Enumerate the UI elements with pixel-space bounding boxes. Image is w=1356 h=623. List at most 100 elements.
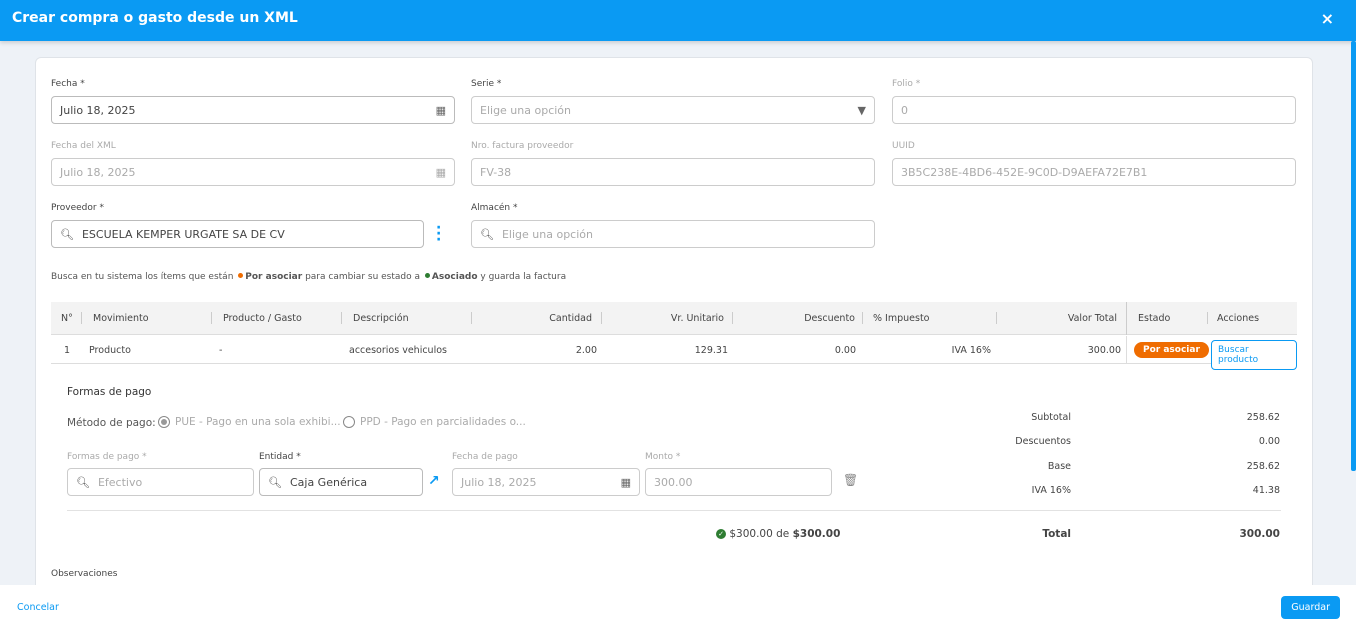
payment-status: ✓ $300.00 de $300.00 bbox=[716, 528, 840, 540]
almacen-placeholder: Elige una opción bbox=[501, 227, 593, 241]
pue-label: PUE - Pago en una sola exhibi... bbox=[175, 416, 341, 428]
total-label: Total bbox=[1042, 528, 1071, 540]
uuid-input[interactable]: 3B5C238E-4BD6-452E-9C0D-D9AEFA72E7B1 bbox=[892, 158, 1296, 186]
cell-unitario: 129.31 bbox=[694, 345, 728, 356]
search-icon: 🔍︎ bbox=[480, 227, 494, 241]
fecha-pago-input[interactable]: Julio 18, 2025 ▦ bbox=[452, 468, 640, 496]
proveedor-value: ESCUELA KEMPER URGATE SA DE CV bbox=[81, 227, 285, 241]
iva-label: IVA 16% bbox=[1031, 485, 1071, 496]
entidad-value: Caja Genérica bbox=[289, 475, 368, 489]
proveedor-label: Proveedor * bbox=[51, 203, 104, 213]
descuentos-label: Descuentos bbox=[1015, 436, 1071, 447]
iva-value: 41.38 bbox=[1252, 485, 1280, 496]
fecha-xml-label: Fecha del XML bbox=[51, 141, 116, 151]
fecha-value: Julio 18, 2025 bbox=[60, 103, 136, 117]
save-button[interactable]: Guardar bbox=[1281, 596, 1340, 619]
fecha-pago-label: Fecha de pago bbox=[452, 452, 518, 462]
total-due: $300.00 bbox=[792, 528, 841, 540]
col-movimiento: Movimiento bbox=[93, 313, 149, 324]
proveedor-input[interactable]: 🔍︎ ESCUELA KEMPER URGATE SA DE CV bbox=[51, 220, 424, 248]
folio-value: 0 bbox=[901, 103, 908, 117]
almacen-input[interactable]: 🔍︎ Elige una opción bbox=[471, 220, 875, 248]
entidad-label: Entidad * bbox=[259, 452, 301, 462]
serie-label: Serie * bbox=[471, 79, 502, 89]
status-badge: Por asociar bbox=[1134, 342, 1209, 358]
search-icon: 🔍︎ bbox=[76, 475, 90, 489]
cancel-button[interactable]: Concelar bbox=[17, 602, 59, 613]
subtotal-label: Subtotal bbox=[1031, 412, 1071, 423]
fecha-pago-value: Julio 18, 2025 bbox=[461, 475, 537, 489]
nro-factura-input[interactable]: FV-38 bbox=[471, 158, 875, 186]
monto-label: Monto * bbox=[645, 452, 681, 462]
buscar-producto-button[interactable]: Buscar producto bbox=[1211, 340, 1297, 370]
observaciones-label: Observaciones bbox=[51, 569, 118, 579]
modal-footer: Concelar Guardar bbox=[0, 585, 1356, 623]
formas-pago-input[interactable]: 🔍︎ Efectivo bbox=[67, 468, 254, 496]
uuid-value: 3B5C238E-4BD6-452E-9C0D-D9AEFA72E7B1 bbox=[901, 165, 1148, 179]
close-icon[interactable]: × bbox=[1320, 9, 1334, 28]
calendar-icon: ▦ bbox=[435, 165, 446, 179]
col-descripcion: Descripción bbox=[353, 313, 409, 324]
association-hint: Busca en tu sistema los ítems que están … bbox=[51, 272, 566, 282]
calendar-icon[interactable]: ▦ bbox=[620, 475, 631, 489]
table-row: 1 Producto - accesorios vehiculos 2.00 1… bbox=[51, 336, 1297, 370]
green-dot-icon bbox=[424, 273, 430, 278]
de-text: de bbox=[776, 528, 790, 540]
table-header: N° Movimiento Producto / Gasto Descripci… bbox=[51, 302, 1297, 335]
col-n: N° bbox=[61, 313, 73, 324]
fecha-xml-value: Julio 18, 2025 bbox=[60, 165, 136, 179]
base-value: 258.62 bbox=[1246, 461, 1280, 472]
divider bbox=[67, 510, 1281, 511]
form-card bbox=[35, 57, 1313, 617]
hint-asociado: Asociado bbox=[431, 272, 478, 282]
fecha-label: Fecha * bbox=[51, 79, 85, 89]
col-producto: Producto / Gasto bbox=[223, 313, 302, 324]
hint-text: y guarda la factura bbox=[480, 272, 567, 282]
fecha-input[interactable]: Julio 18, 2025 ▦ bbox=[51, 96, 455, 124]
cell-n: 1 bbox=[64, 345, 71, 356]
calendar-icon[interactable]: ▦ bbox=[435, 103, 446, 117]
subtotal-value: 258.62 bbox=[1246, 412, 1280, 423]
descuentos-value: 0.00 bbox=[1258, 436, 1280, 447]
hint-por-asociar: Por asociar bbox=[245, 272, 303, 282]
nro-factura-label: Nro. factura proveedor bbox=[471, 141, 574, 151]
nro-factura-value: FV-38 bbox=[480, 165, 512, 179]
metodo-pago-label: Método de pago: bbox=[67, 417, 156, 429]
serie-select[interactable]: Elige una opción ▼ bbox=[471, 96, 875, 124]
uuid-label: UUID bbox=[892, 141, 915, 151]
more-options-icon[interactable]: · · · bbox=[436, 220, 442, 248]
formas-pago-title: Formas de pago bbox=[67, 386, 152, 398]
cell-producto: - bbox=[219, 345, 223, 356]
check-circle-icon: ✓ bbox=[716, 529, 726, 539]
entidad-input[interactable]: 🔍︎ Caja Genérica bbox=[259, 468, 423, 496]
col-cantidad: Cantidad bbox=[549, 313, 592, 324]
base-label: Base bbox=[1047, 461, 1071, 472]
ppd-label: PPD - Pago en parcialidades o... bbox=[360, 416, 526, 428]
monto-input[interactable]: 300.00 bbox=[645, 468, 832, 496]
radio-ppd[interactable]: PPD - Pago en parcialidades o... bbox=[343, 416, 526, 428]
caret-down-icon: ▼ bbox=[857, 103, 866, 117]
total-value: 300.00 bbox=[1239, 528, 1280, 540]
fecha-xml-input[interactable]: Julio 18, 2025 ▦ bbox=[51, 158, 455, 186]
search-icon: 🔍︎ bbox=[268, 475, 282, 489]
trash-icon[interactable]: 🗑︎ bbox=[843, 473, 859, 487]
scrollbar[interactable] bbox=[1351, 41, 1356, 471]
formas-value: Efectivo bbox=[97, 475, 143, 489]
col-descuento: Descuento bbox=[804, 313, 855, 324]
cell-total: 300.00 bbox=[1087, 345, 1121, 356]
cell-descripcion: accesorios vehiculos bbox=[349, 345, 447, 356]
col-estado: Estado bbox=[1138, 313, 1171, 324]
formas-label: Formas de pago * bbox=[67, 452, 147, 462]
radio-pue[interactable]: PUE - Pago en una sola exhibi... bbox=[158, 416, 341, 428]
hint-text: para cambiar su estado a bbox=[305, 272, 421, 282]
radio-icon bbox=[158, 416, 170, 428]
col-unitario: Vr. Unitario bbox=[670, 313, 724, 324]
folio-input[interactable]: 0 bbox=[892, 96, 1296, 124]
cell-movimiento: Producto bbox=[89, 345, 131, 356]
serie-placeholder: Elige una opción bbox=[480, 103, 572, 117]
monto-value: 300.00 bbox=[654, 475, 693, 489]
col-valor-total: Valor Total bbox=[1067, 313, 1117, 324]
cell-impuesto: IVA 16% bbox=[951, 345, 991, 356]
hint-text: Busca en tu sistema los ítems que están bbox=[51, 272, 234, 282]
external-link-icon[interactable]: ↗ bbox=[428, 473, 440, 489]
